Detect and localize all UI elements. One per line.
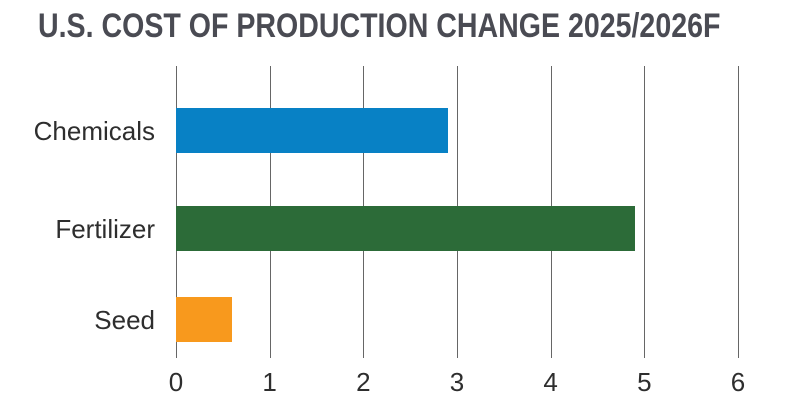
x-tick-label-0: 0 [168, 367, 184, 397]
gridline-6 [738, 66, 739, 358]
x-tick-label-1: 1 [262, 367, 277, 397]
bar-fertilizer [176, 206, 635, 251]
x-tick-label-4: 4 [543, 367, 558, 397]
bar-seed [176, 297, 233, 342]
category-label-chemicals: Chemicals [33, 115, 155, 146]
x-tick-label-3: 3 [449, 367, 465, 397]
gridline-5 [644, 66, 646, 358]
x-tick-label-6: 6 [730, 367, 746, 397]
category-label-seed: Seed [94, 304, 155, 335]
bar-chemicals [176, 108, 448, 153]
x-tick-label-5: 5 [637, 367, 652, 397]
category-label-fertilizer: Fertilizer [55, 213, 155, 244]
category-axis: Chemicals Fertilizer Seed [0, 0, 155, 413]
x-tick-label-2: 2 [356, 367, 371, 397]
x-axis: 0 1 2 3 4 5 6 [0, 369, 793, 399]
plot-area [176, 66, 739, 358]
chart-title: U.S. COST OF PRODUCTION CHANGE 2025/2026… [38, 7, 721, 45]
